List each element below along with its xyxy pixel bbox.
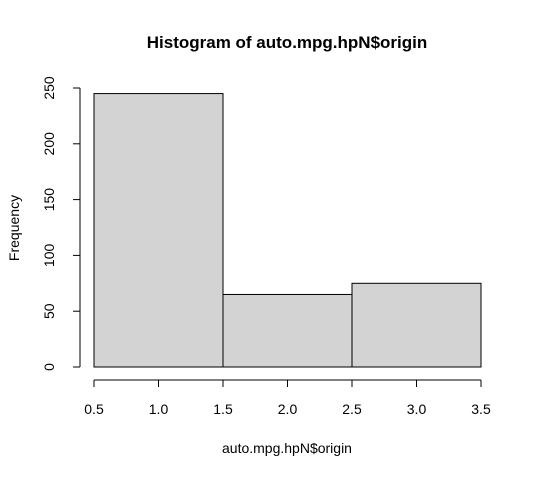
y-tick-label: 200: [41, 132, 57, 156]
x-tick-label: 0.5: [84, 401, 104, 417]
x-tick-label: 3.5: [471, 401, 491, 417]
x-axis-label: auto.mpg.hpN$origin: [222, 440, 352, 456]
y-axis: 0 50 100 150 200 250: [41, 76, 81, 371]
bars-group: [93, 93, 482, 368]
x-axis: 0.5 1.0 1.5 2.0 2.5 3.0 3.5: [84, 379, 491, 417]
y-tick-label: 150: [41, 188, 57, 212]
y-tick-label: 0: [41, 363, 57, 371]
bar-3: [351, 282, 482, 368]
x-tick-label: 2.5: [342, 401, 362, 417]
bar-1: [93, 93, 224, 368]
y-tick-label: 50: [41, 303, 57, 319]
bar-2: [222, 293, 353, 368]
x-tick-label: 1.5: [213, 401, 233, 417]
x-tick-label: 3.0: [407, 401, 427, 417]
chart-title: Histogram of auto.mpg.hpN$origin: [147, 33, 428, 52]
y-axis-label: Frequency: [6, 195, 22, 261]
y-tick-label: 250: [41, 76, 57, 100]
x-tick-label: 1.0: [149, 401, 169, 417]
y-tick-label: 100: [41, 244, 57, 268]
x-tick-label: 2.0: [278, 401, 298, 417]
